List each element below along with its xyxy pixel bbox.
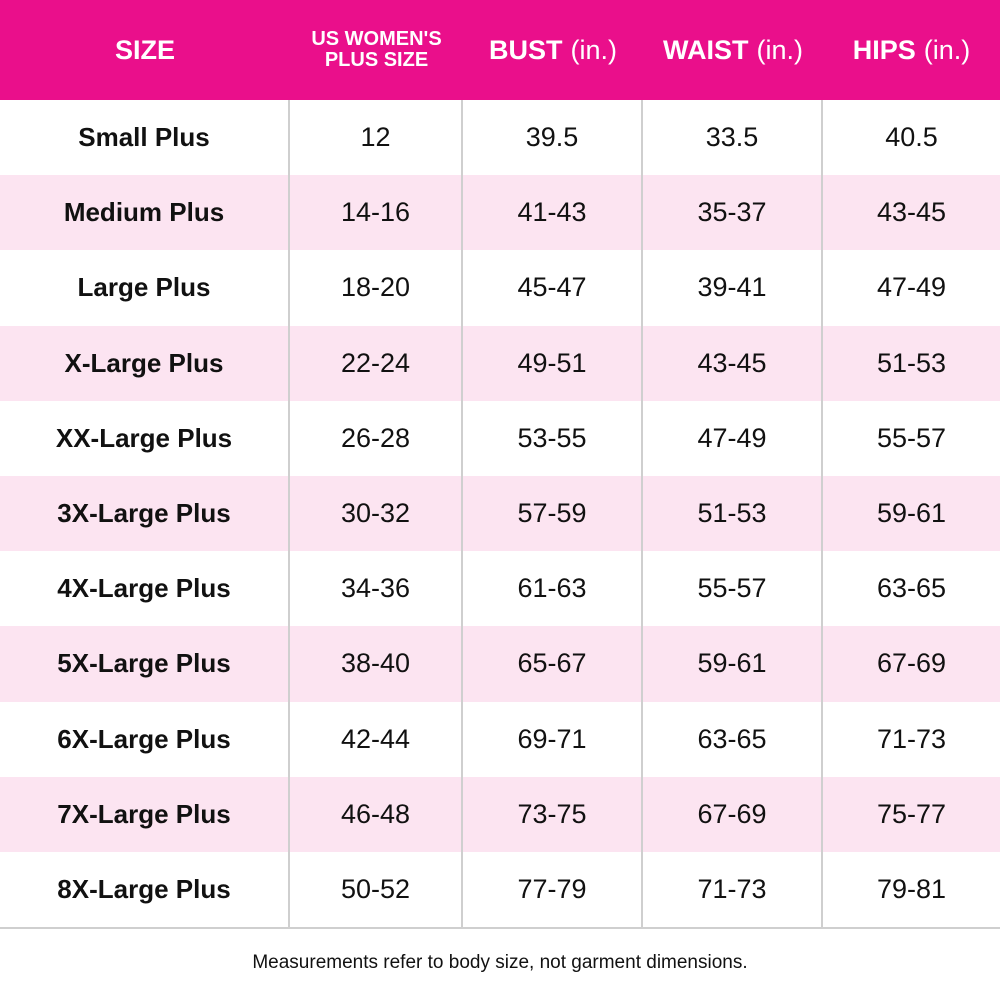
measurement: 67-69	[643, 776, 823, 852]
table-row: Small Plus 12 39.5 33.5 40.5	[0, 100, 1000, 176]
header-label: SIZE	[114, 34, 175, 65]
measurement: 47-49	[876, 272, 947, 303]
size-name: Medium Plus	[0, 175, 290, 251]
size-name: 4X-Large Plus	[0, 551, 290, 627]
measurement: 33.5	[643, 100, 823, 176]
table-row: 5X-Large Plus 38-40 65-67 59-61 67-69	[0, 626, 1000, 702]
measurement: 22-24	[290, 325, 463, 401]
header-cell: US WOMEN'S PLUS SIZE	[290, 0, 463, 100]
header-cell: BUST (in.)	[463, 0, 643, 100]
measurement: 71-73	[643, 851, 823, 928]
size-name: XX-Large Plus	[0, 400, 290, 476]
measurement: 35-37	[643, 175, 823, 251]
table-row: 3X-Large Plus 30-32 57-59 51-53 59-61	[0, 475, 1000, 552]
measurement: 47-49	[643, 400, 823, 476]
footnote: Measurements refer to body size, not gar…	[252, 952, 748, 973]
header-label: BUST	[489, 34, 563, 65]
measurement: 46-48	[290, 776, 463, 852]
measurement: 39.5	[463, 100, 643, 176]
measurement: 63-65	[876, 573, 947, 604]
header-label: HIPS	[852, 34, 916, 65]
measurement: 38-40	[290, 626, 463, 702]
size-name: Large Plus	[0, 250, 290, 326]
table-row: XX-Large Plus 26-28 53-55 47-49 55-57	[0, 400, 1000, 476]
measurement: 67-69	[876, 648, 947, 679]
measurement: 34-36	[290, 551, 463, 627]
measurement: 18-20	[290, 250, 463, 326]
measurement: 65-67	[463, 626, 643, 702]
measurement: 79-81	[876, 873, 947, 904]
measurement: 77-79	[463, 851, 643, 928]
measurement: 75-77	[876, 798, 947, 829]
size-name: 7X-Large Plus	[0, 776, 290, 852]
measurement: 51-53	[643, 475, 823, 552]
table-row: 4X-Large Plus 34-36 61-63 55-57 63-65	[0, 551, 1000, 627]
measurement: 51-53	[876, 347, 947, 378]
table-row: 7X-Large Plus 46-48 73-75 67-69 75-77	[0, 776, 1000, 852]
table-row: X-Large Plus 22-24 49-51 43-45 51-53	[0, 325, 1000, 401]
measurement: 41-43	[463, 175, 643, 251]
table-row: Medium Plus 14-16 41-43 35-37 43-45	[0, 175, 1000, 251]
measurement: 39-41	[643, 250, 823, 326]
measurement: 71-73	[876, 723, 947, 754]
header-label: US WOMEN'S PLUS SIZE	[311, 28, 442, 71]
measurement: 57-59	[463, 475, 643, 552]
header-unit: (in.)	[923, 34, 971, 65]
measurement: 49-51	[463, 325, 643, 401]
size-name: X-Large Plus	[0, 325, 290, 401]
measurement: 69-71	[463, 701, 643, 777]
measurement: 59-61	[876, 498, 947, 529]
measurement: 63-65	[643, 701, 823, 777]
measurement: 45-47	[463, 250, 643, 326]
measurement: 55-57	[643, 551, 823, 627]
size-name: 8X-Large Plus	[0, 851, 290, 928]
measurement: 40.5	[885, 122, 938, 153]
header-unit: (in.)	[756, 34, 804, 65]
size-name: 3X-Large Plus	[0, 475, 290, 552]
measurement: 73-75	[463, 776, 643, 852]
size-name: 5X-Large Plus	[0, 626, 290, 702]
measurement: 30-32	[290, 475, 463, 552]
measurement: 55-57	[876, 422, 947, 453]
measurement: 53-55	[463, 400, 643, 476]
table-row: 8X-Large Plus 50-52 77-79 71-73 79-81	[0, 851, 1000, 928]
size-table: SIZE US WOMEN'S PLUS SIZE BUST (in.) WAIST (i…	[0, 0, 1000, 930]
measurement: 50-52	[290, 851, 463, 928]
header-unit: (in.)	[570, 34, 618, 65]
measurement: 12	[290, 100, 463, 176]
measurement: 59-61	[643, 626, 823, 702]
size-name: 6X-Large Plus	[0, 701, 290, 777]
table-row: Large Plus 18-20 45-47 39-41 47-49	[0, 250, 1000, 326]
measurement: 26-28	[290, 400, 463, 476]
header-cell: SIZE	[0, 0, 290, 100]
table-header: SIZE US WOMEN'S PLUS SIZE BUST (in.) WAIST (i…	[0, 0, 1000, 100]
table-body: Small Plus 12 39.5 33.5 40.5 Medium Plus 14-16…	[0, 100, 1000, 930]
measurement: 14-16	[290, 175, 463, 251]
measurement: 43-45	[876, 197, 947, 228]
measurement: 43-45	[643, 325, 823, 401]
table-row: 6X-Large Plus 42-44 69-71 63-65 71-73	[0, 701, 1000, 777]
measurement: 42-44	[290, 701, 463, 777]
header-cell: WAIST (in.)	[643, 0, 823, 100]
header-cell: HIPS (in.)	[823, 0, 1000, 100]
measurement: 61-63	[463, 551, 643, 627]
header-label: WAIST	[663, 34, 749, 65]
size-name: Small Plus	[0, 100, 290, 176]
